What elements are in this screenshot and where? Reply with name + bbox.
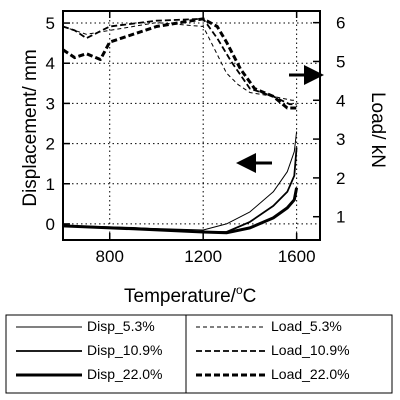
legend-label: Disp_10.9% [87,342,163,358]
series-line-3 [63,187,299,235]
series-line-2 [63,147,298,233]
legend-label: Disp_5.3% [87,318,155,334]
y-axis-right-label: Load/ kN [367,92,388,168]
grid [63,11,320,240]
plot-frame [62,10,321,241]
y-right-tick-label: 2 [336,169,345,188]
x-axis-label-unit-sup: o [236,283,243,297]
right-axis-arrow [289,65,324,85]
y-axis-left-label: Displacement/ mm [20,49,41,206]
series-line-6 [63,17,297,110]
legend-label: Load_22.0% [271,366,350,382]
y-right-tick-label: 3 [336,130,345,149]
y-left-tick-label: 5 [46,14,55,33]
y-right-tick-label: 1 [336,208,345,227]
legend: Disp_5.3% Disp_10.9% Disp_22.0% Load_5.3% Lo… [5,314,393,394]
x-axis-label: Temperature/oC [124,283,256,307]
y-left-tick-label: 3 [46,94,55,113]
y-right-tick-label: 4 [336,91,345,110]
ticks: 800 1200 1600 0 1 2 3 4 5 1 2 3 4 5 6 [46,11,345,266]
series-line-4 [63,22,297,101]
series-line-5 [63,17,297,106]
legend-label: Load_10.9% [271,342,350,358]
y-right-tick-label: 5 [336,52,345,71]
x-tick-label: 1600 [278,247,316,266]
x-tick-label: 1200 [184,247,222,266]
legend-label: Load_5.3% [271,318,342,334]
y-left-tick-label: 2 [46,135,55,154]
legend-box [5,314,393,394]
series-lines [63,17,299,235]
legend-label: Disp_22.0% [87,366,163,382]
x-axis-label-unit: C [243,286,257,307]
y-right-tick-label: 6 [336,14,345,33]
left-axis-arrow [236,153,272,173]
y-left-tick-label: 4 [46,54,55,73]
y-left-tick-label: 1 [46,175,55,194]
x-axis-label-text: Temperature/ [124,286,237,307]
series-line-1 [63,131,298,231]
y-left-tick-label: 0 [46,215,55,234]
x-tick-label: 800 [96,247,124,266]
